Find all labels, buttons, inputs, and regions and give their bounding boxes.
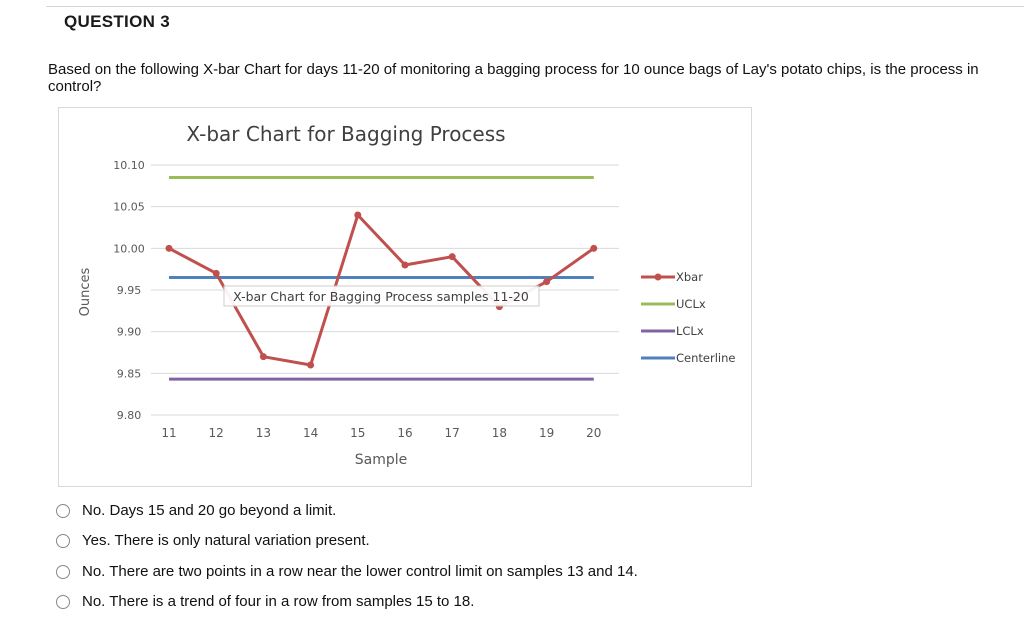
x-tick-label: 16 xyxy=(397,426,412,440)
y-tick-label: 9.95 xyxy=(117,284,142,297)
answer-option-4[interactable]: No. There is a trend of four in a row fr… xyxy=(54,591,754,613)
x-tick-label: 13 xyxy=(256,426,271,440)
question-title: QUESTION 3 xyxy=(64,12,170,31)
series-lines xyxy=(165,176,598,381)
tooltip-text: X-bar Chart for Bagging Process samples … xyxy=(233,289,529,304)
data-point xyxy=(259,353,267,361)
x-tick-label: 18 xyxy=(492,426,507,440)
data-point xyxy=(448,253,456,261)
answer-option-label: No. There is a trend of four in a row fr… xyxy=(82,593,475,610)
x-tick-label: 19 xyxy=(539,426,554,440)
legend-label: LCLx xyxy=(676,324,704,338)
x-tick-label: 11 xyxy=(161,426,176,440)
data-point xyxy=(212,269,220,277)
chart-tooltip: X-bar Chart for Bagging Process samples … xyxy=(223,285,540,307)
tooltip-box xyxy=(223,285,540,307)
y-tick-label: 9.80 xyxy=(117,409,142,422)
radio-button-4[interactable] xyxy=(56,595,70,609)
radio-button-2[interactable] xyxy=(56,534,70,548)
legend-label: Xbar xyxy=(676,270,703,284)
answer-option-label: Yes. There is only natural variation pre… xyxy=(82,532,370,549)
chart-legend: Xbar UCLx LCLx Centerline xyxy=(641,270,735,365)
data-point xyxy=(307,361,315,369)
data-point xyxy=(354,211,362,219)
answer-option-label: No. Days 15 and 20 go beyond a limit. xyxy=(82,502,337,519)
legend-item-xbar: Xbar xyxy=(641,270,703,284)
x-axis-label: Sample xyxy=(355,452,408,468)
data-point xyxy=(401,261,409,269)
legend-item-centerline: Centerline xyxy=(641,351,735,365)
x-tick-label: 20 xyxy=(586,426,601,440)
y-tick-label: 9.85 xyxy=(117,367,142,380)
top-divider xyxy=(46,6,1024,7)
legend-label: UCLx xyxy=(676,297,706,311)
x-tick-label: 14 xyxy=(303,426,318,440)
question-text: Based on the following X-bar Chart for d… xyxy=(48,61,979,95)
answer-option-label: No. There are two points in a row near t… xyxy=(82,563,638,580)
data-point xyxy=(543,278,551,286)
y-tick-label: 10.05 xyxy=(113,201,145,214)
radio-button-3[interactable] xyxy=(56,565,70,579)
legend-label: Centerline xyxy=(676,351,735,365)
legend-marker xyxy=(654,273,662,281)
radio-button-1[interactable] xyxy=(56,504,70,518)
chart-title: X-bar Chart for Bagging Process xyxy=(186,122,505,146)
x-tick-label: 12 xyxy=(209,426,224,440)
legend-item-lclx: LCLx xyxy=(641,324,704,338)
data-point xyxy=(165,244,173,252)
y-tick-labels: 10.10 10.05 10.00 9.95 9.90 9.85 9.80 xyxy=(113,159,145,422)
y-tick-label: 10.10 xyxy=(113,159,145,172)
legend-item-uclx: UCLx xyxy=(641,297,706,311)
answer-option-1[interactable]: No. Days 15 and 20 go beyond a limit. xyxy=(54,500,754,522)
xbar-chart: X-bar Chart for Bagging Process Ounces S… xyxy=(58,107,752,487)
data-point xyxy=(590,244,598,252)
y-tick-label: 10.00 xyxy=(113,242,145,255)
x-tick-label: 17 xyxy=(445,426,460,440)
y-axis-label: Ounces xyxy=(78,267,93,316)
y-tick-label: 9.90 xyxy=(117,326,142,339)
chart-canvas: X-bar Chart for Bagging Process Ounces S… xyxy=(78,122,735,468)
x-tick-label: 15 xyxy=(350,426,365,440)
x-tick-labels: 11 12 13 14 15 16 17 18 19 20 xyxy=(161,426,601,440)
answer-option-2[interactable]: Yes. There is only natural variation pre… xyxy=(54,530,754,552)
answer-option-3[interactable]: No. There are two points in a row near t… xyxy=(54,561,754,583)
